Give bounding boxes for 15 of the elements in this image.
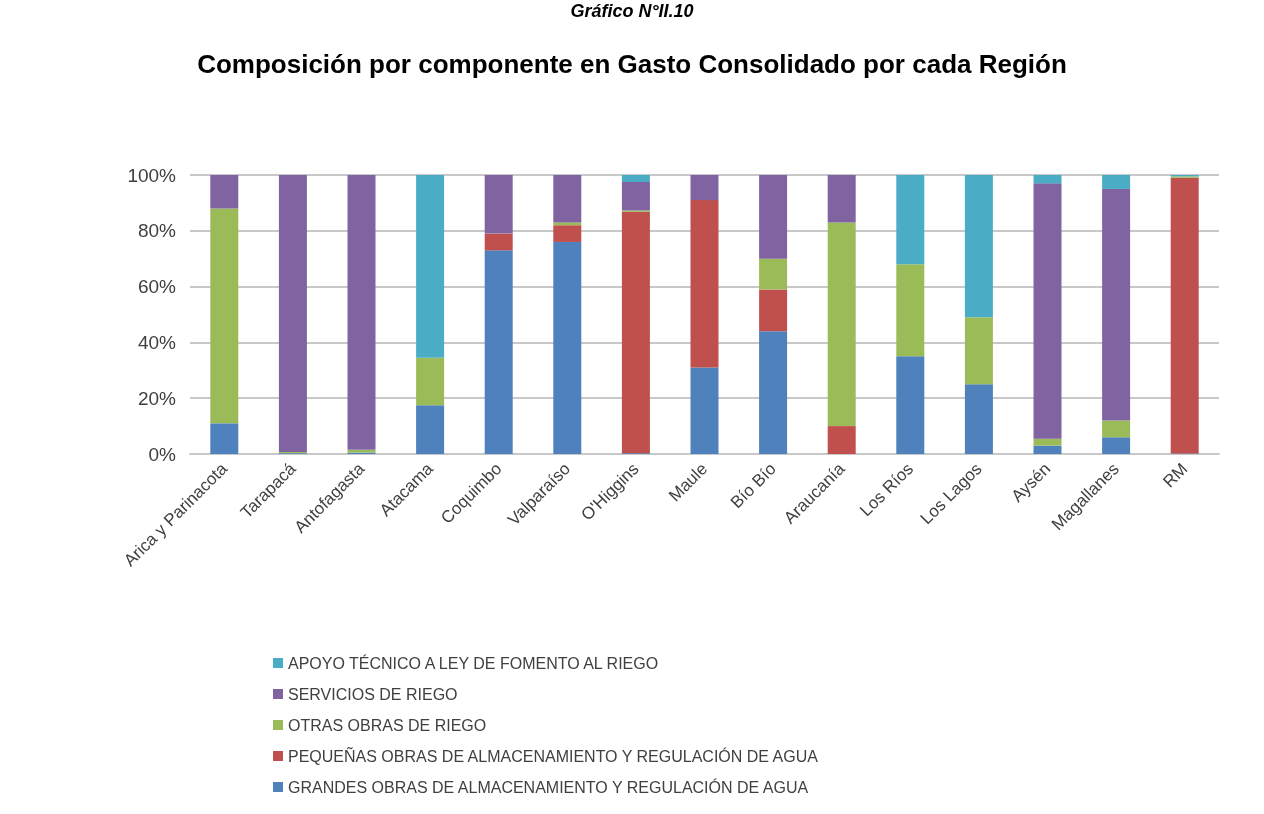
x-tick-label: Bío Bío [726, 459, 780, 513]
legend-label: SERVICIOS DE RIEGO [288, 685, 458, 703]
legend-label: OTRAS OBRAS DE RIEGO [288, 716, 487, 734]
chart-title: Composición por componente en Gasto Consolidado por cada Región [197, 49, 1067, 79]
y-tick-label: 20% [137, 387, 177, 409]
y-tick-label: 40% [137, 331, 177, 353]
y-tick-label: 80% [137, 220, 177, 242]
x-tick-label: RM [1159, 459, 1192, 492]
legend-label: GRANDES OBRAS DE ALMACENAMIENTO Y REGULACIÓN DE AGUA [288, 777, 809, 796]
text: Gráfico N°II.10 [570, 1, 694, 21]
legend-label: PEQUEÑAS OBRAS DE ALMACENAMIENTO Y REGULACIÓN DE AGUA [288, 745, 819, 765]
y-tick-label: 0% [148, 443, 177, 465]
legend-label: APOYO TÉCNICO A LEY DE FOMENTO AL RIEGO [288, 653, 659, 672]
y-tick-label: 100% [127, 164, 177, 186]
y-tick-label: 60% [137, 276, 177, 298]
